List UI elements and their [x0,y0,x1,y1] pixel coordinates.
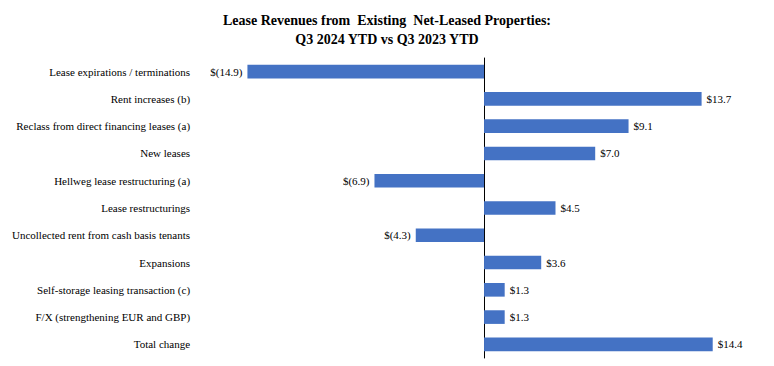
svg-text:$9.1: $9.1 [634,120,653,132]
svg-text:New leases: New leases [140,147,190,159]
svg-text:$1.3: $1.3 [510,311,530,323]
svg-text:$(4.3): $(4.3) [384,229,411,242]
svg-text:$(6.9): $(6.9) [343,175,370,188]
svg-text:$1.3: $1.3 [510,284,530,296]
svg-text:F/X (strengthening EUR and GBP: F/X (strengthening EUR and GBP) [35,311,190,324]
svg-text:Hellweg lease restructuring (a: Hellweg lease restructuring (a) [54,175,190,188]
svg-text:$14.4: $14.4 [718,338,743,350]
svg-text:$7.0: $7.0 [600,147,620,159]
svg-text:Self-storage leasing transacti: Self-storage leasing transaction (c) [37,284,190,297]
svg-text:$3.6: $3.6 [546,257,566,269]
svg-text:$(14.9): $(14.9) [210,66,242,79]
svg-text:Uncollected rent from cash bas: Uncollected rent from cash basis tenants [12,229,190,241]
svg-text:Rent increases (b): Rent increases (b) [111,93,191,106]
svg-text:Q3 2024 YTD vs Q3 2023 YTD: Q3 2024 YTD vs Q3 2023 YTD [295,32,478,47]
svg-text:Lease expirations / terminatio: Lease expirations / terminations [49,66,190,78]
svg-text:$13.7: $13.7 [707,93,732,105]
svg-text:Lease Revenues from Existing: Lease Revenues from Existing Net-Leased … [223,13,551,28]
svg-text:Reclass from direct financing: Reclass from direct financing leases (a) [16,120,190,133]
svg-text:Total change: Total change [134,338,190,350]
svg-text:Lease restructurings: Lease restructurings [101,202,190,214]
svg-text:Expansions: Expansions [139,257,190,269]
svg-text:$4.5: $4.5 [560,202,580,214]
